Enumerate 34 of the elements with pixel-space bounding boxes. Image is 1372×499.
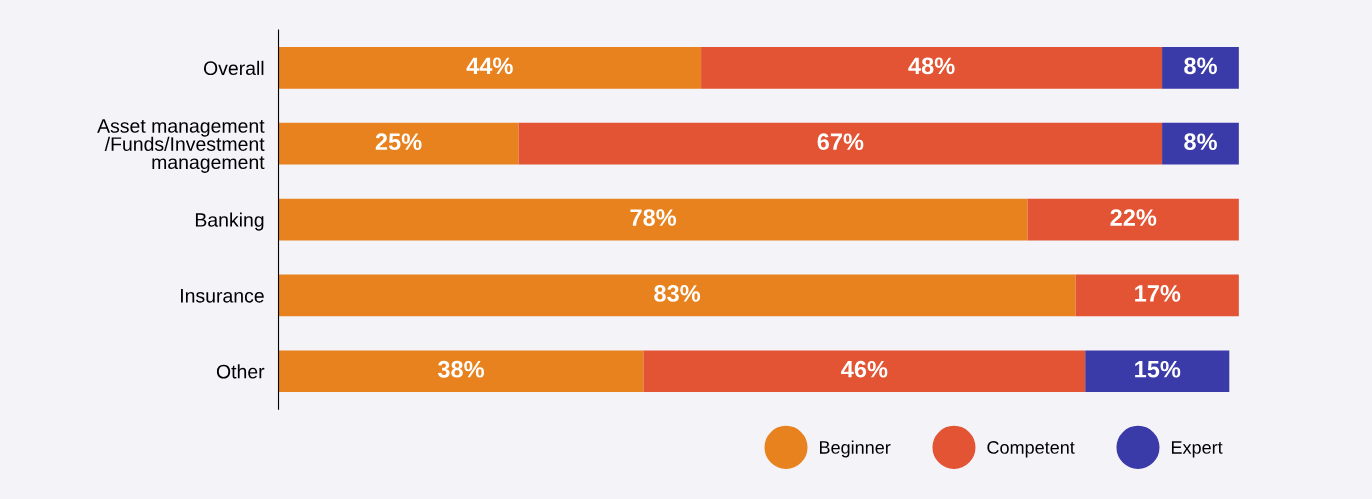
data-label: 15% [1135, 360, 1181, 378]
bar [1162, 122, 1239, 165]
data-label: 78% [630, 209, 677, 226]
bar [518, 122, 1163, 165]
data-label: 38% [437, 360, 484, 378]
bar [278, 198, 1028, 241]
bar [1162, 47, 1239, 89]
bar [701, 47, 1163, 89]
y-tick-label: Asset management /Funds/Investment management [97, 119, 265, 173]
bar [643, 350, 1086, 393]
data-label: 48% [908, 57, 955, 75]
data-label: 8% [1184, 133, 1217, 151]
data-label: 22% [1110, 209, 1157, 226]
legend-label: Expert [1171, 441, 1223, 458]
bar [278, 122, 519, 165]
legend-label: Competent [987, 441, 1075, 458]
data-label: 17% [1135, 285, 1181, 302]
bar [1085, 350, 1230, 393]
data-label: 25% [375, 133, 422, 151]
bar [278, 350, 644, 393]
y-tick-label: Overall [203, 60, 264, 76]
y-tick-label: Banking [195, 212, 264, 231]
data-label: 67% [817, 133, 864, 151]
data-label: 44% [466, 57, 513, 75]
data-label: 46% [841, 360, 888, 378]
bar [1027, 198, 1239, 241]
y-tick-label: Other [216, 364, 265, 379]
bar [278, 47, 702, 89]
bar [278, 274, 1076, 317]
bar [1075, 274, 1239, 317]
data-label: 8% [1184, 57, 1217, 75]
legend-label: Beginner [819, 440, 891, 458]
data-label: 83% [654, 285, 701, 302]
y-tick-label: Insurance [181, 289, 264, 303]
